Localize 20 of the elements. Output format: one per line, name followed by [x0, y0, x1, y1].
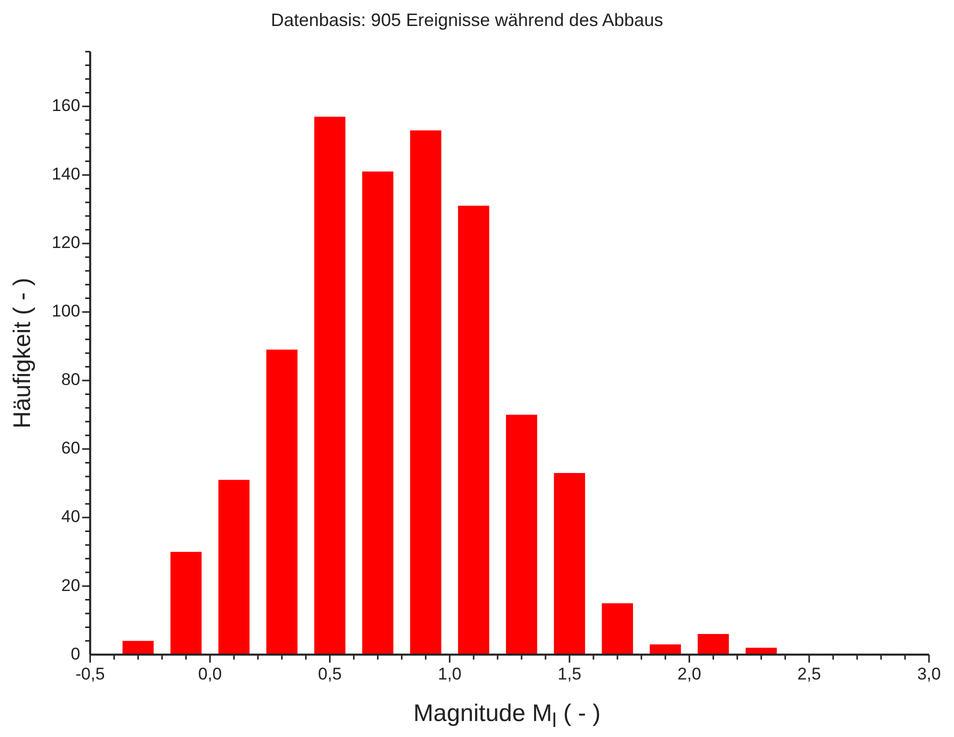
y-tick-label: 20 — [61, 576, 80, 595]
x-axis-title: Magnitude M$_{l}$ ( - ) — [412, 700, 602, 733]
y-tick-label: 120 — [52, 233, 80, 252]
x-tick-label: -0,5 — [76, 664, 105, 684]
x-tick-label: 1,5 — [558, 664, 582, 684]
x-tick-label: 0,0 — [198, 664, 222, 684]
y-axis-title: Häufigkeit ( - ) — [9, 278, 36, 428]
y-tick-label: 40 — [61, 507, 80, 526]
x-tick-label: 2,5 — [797, 664, 821, 684]
chart-title: Datenbasis: 905 Ereignisse während des Abbaus — [270, 10, 664, 30]
x-tick-label: 2,0 — [678, 664, 702, 684]
y-tick-label: 60 — [61, 438, 80, 458]
x-tick-label: 0,5 — [318, 664, 342, 684]
y-tick-label: 80 — [61, 370, 80, 390]
y-tick-label: 160 — [52, 96, 80, 116]
y-tick-label: 0 — [70, 644, 80, 664]
x-tick-label: 1,0 — [438, 664, 462, 684]
x-tick-label: 3,0 — [917, 664, 941, 684]
y-tick-label: 100 — [52, 302, 80, 321]
y-tick-label: 140 — [52, 164, 80, 184]
